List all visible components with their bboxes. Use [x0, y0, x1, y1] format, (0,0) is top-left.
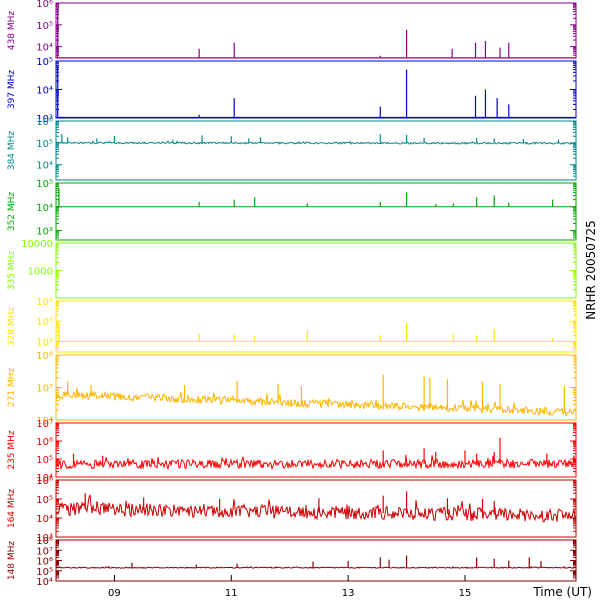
series-line	[55, 387, 577, 417]
panel-384-mhz: 10⁴ 10⁵ 10⁶ 384 MHz	[7, 117, 577, 181]
x-tick-label: 13	[342, 588, 355, 599]
panel-328-mhz: 10⁴ 10⁵ 10⁶ 328 MHz	[7, 297, 577, 353]
series-line	[55, 565, 577, 569]
y-tick-label: 10⁶	[36, 297, 53, 308]
panel-frequency-label: 235 MHz	[7, 430, 17, 470]
y-tick-label: 10⁵	[36, 455, 53, 466]
x-axis-label: Time (UT)	[532, 585, 592, 599]
y-tick-label: 10⁵	[36, 567, 53, 578]
y-tick-label: 10³	[36, 533, 53, 544]
y-tick-label: 10⁴	[36, 514, 53, 525]
x-tick-label: 15	[459, 588, 472, 599]
x-tick-label: 11	[225, 588, 238, 599]
panel-frame	[55, 300, 577, 353]
y-tick-label: 10⁵	[36, 317, 53, 328]
panel-352-mhz: 10³ 10⁴ 10⁵ 352 MHz	[7, 179, 577, 241]
y-tick-label: 10⁶	[36, 557, 53, 568]
y-tick-label: 10⁷	[36, 546, 53, 557]
y-tick-label: 10⁵	[36, 384, 53, 395]
y-tick-label: 10⁶	[36, 437, 53, 448]
panel-frequency-label: 397 MHz	[7, 70, 17, 110]
time-axis: Time (UT) 09 11 13 15	[108, 575, 592, 599]
y-tick-label: 10⁵	[36, 21, 53, 32]
y-tick-label: 10⁸	[36, 536, 53, 547]
panel-frame	[55, 182, 577, 241]
y-tick-label: 10⁴	[36, 161, 53, 172]
series-line	[55, 454, 577, 471]
y-tick-label: 10⁴	[36, 577, 53, 588]
panel-frame	[55, 120, 577, 181]
series-line	[55, 140, 577, 145]
panel-438-mhz: 10⁴ 10⁵ 10⁶ 438 MHz	[7, 0, 577, 59]
station-date-label: NRHR 20050725	[584, 220, 598, 320]
y-tick-label: 10⁴	[36, 473, 53, 484]
panel-164-mhz: 10³ 10⁴ 10⁵ 10⁶ 164 MHz	[7, 476, 577, 544]
y-tick-label: 10⁷	[36, 419, 53, 430]
y-tick-label: 10⁶	[36, 476, 53, 487]
y-tick-label: 10⁵	[36, 57, 53, 68]
panel-271-mhz: 10⁴ 10⁵ 10⁶ 271 MHz	[7, 351, 577, 427]
panel-frequency-label: 352 MHz	[7, 192, 17, 232]
panel-335-mhz: 1000 10000 335 MHz	[7, 239, 577, 299]
y-tick-label: 10⁵	[36, 495, 53, 506]
panel-frequency-label: 384 MHz	[7, 131, 17, 171]
y-tick-label: 10⁴	[36, 203, 53, 214]
y-tick-label: 10⁴	[36, 337, 53, 348]
y-tick-label: 10⁵	[36, 179, 53, 190]
y-tick-label: 10⁶	[36, 117, 53, 128]
y-tick-label: 10⁴	[36, 43, 53, 54]
series-line	[55, 494, 577, 523]
y-tick-label: 10⁴	[36, 416, 53, 427]
y-tick-label: 10⁶	[36, 351, 53, 362]
y-tick-label: 1000	[28, 267, 53, 278]
x-tick-label: 09	[108, 588, 121, 599]
panel-frequency-label: 164 MHz	[7, 489, 17, 529]
y-tick-label: 10⁵	[36, 139, 53, 150]
panel-frequency-label: 148 MHz	[7, 541, 17, 581]
panel-frequency-label: 271 MHz	[7, 368, 17, 408]
panel-frequency-label: 328 MHz	[7, 307, 17, 347]
panel-frequency-label: 335 MHz	[7, 251, 17, 291]
y-tick-label: 10000	[21, 239, 53, 250]
y-tick-label: 10³	[36, 114, 53, 125]
panel-frequency-label: 438 MHz	[7, 11, 17, 51]
panel-235-mhz: 10⁴ 10⁵ 10⁶ 10⁷ 235 MHz	[7, 419, 577, 484]
y-tick-label: 10³	[36, 227, 53, 238]
panel-397-mhz: 10³ 10⁴ 10⁵ 397 MHz	[7, 57, 577, 125]
y-tick-label: 10⁴	[36, 86, 53, 97]
y-tick-label: 10⁶	[36, 0, 53, 10]
